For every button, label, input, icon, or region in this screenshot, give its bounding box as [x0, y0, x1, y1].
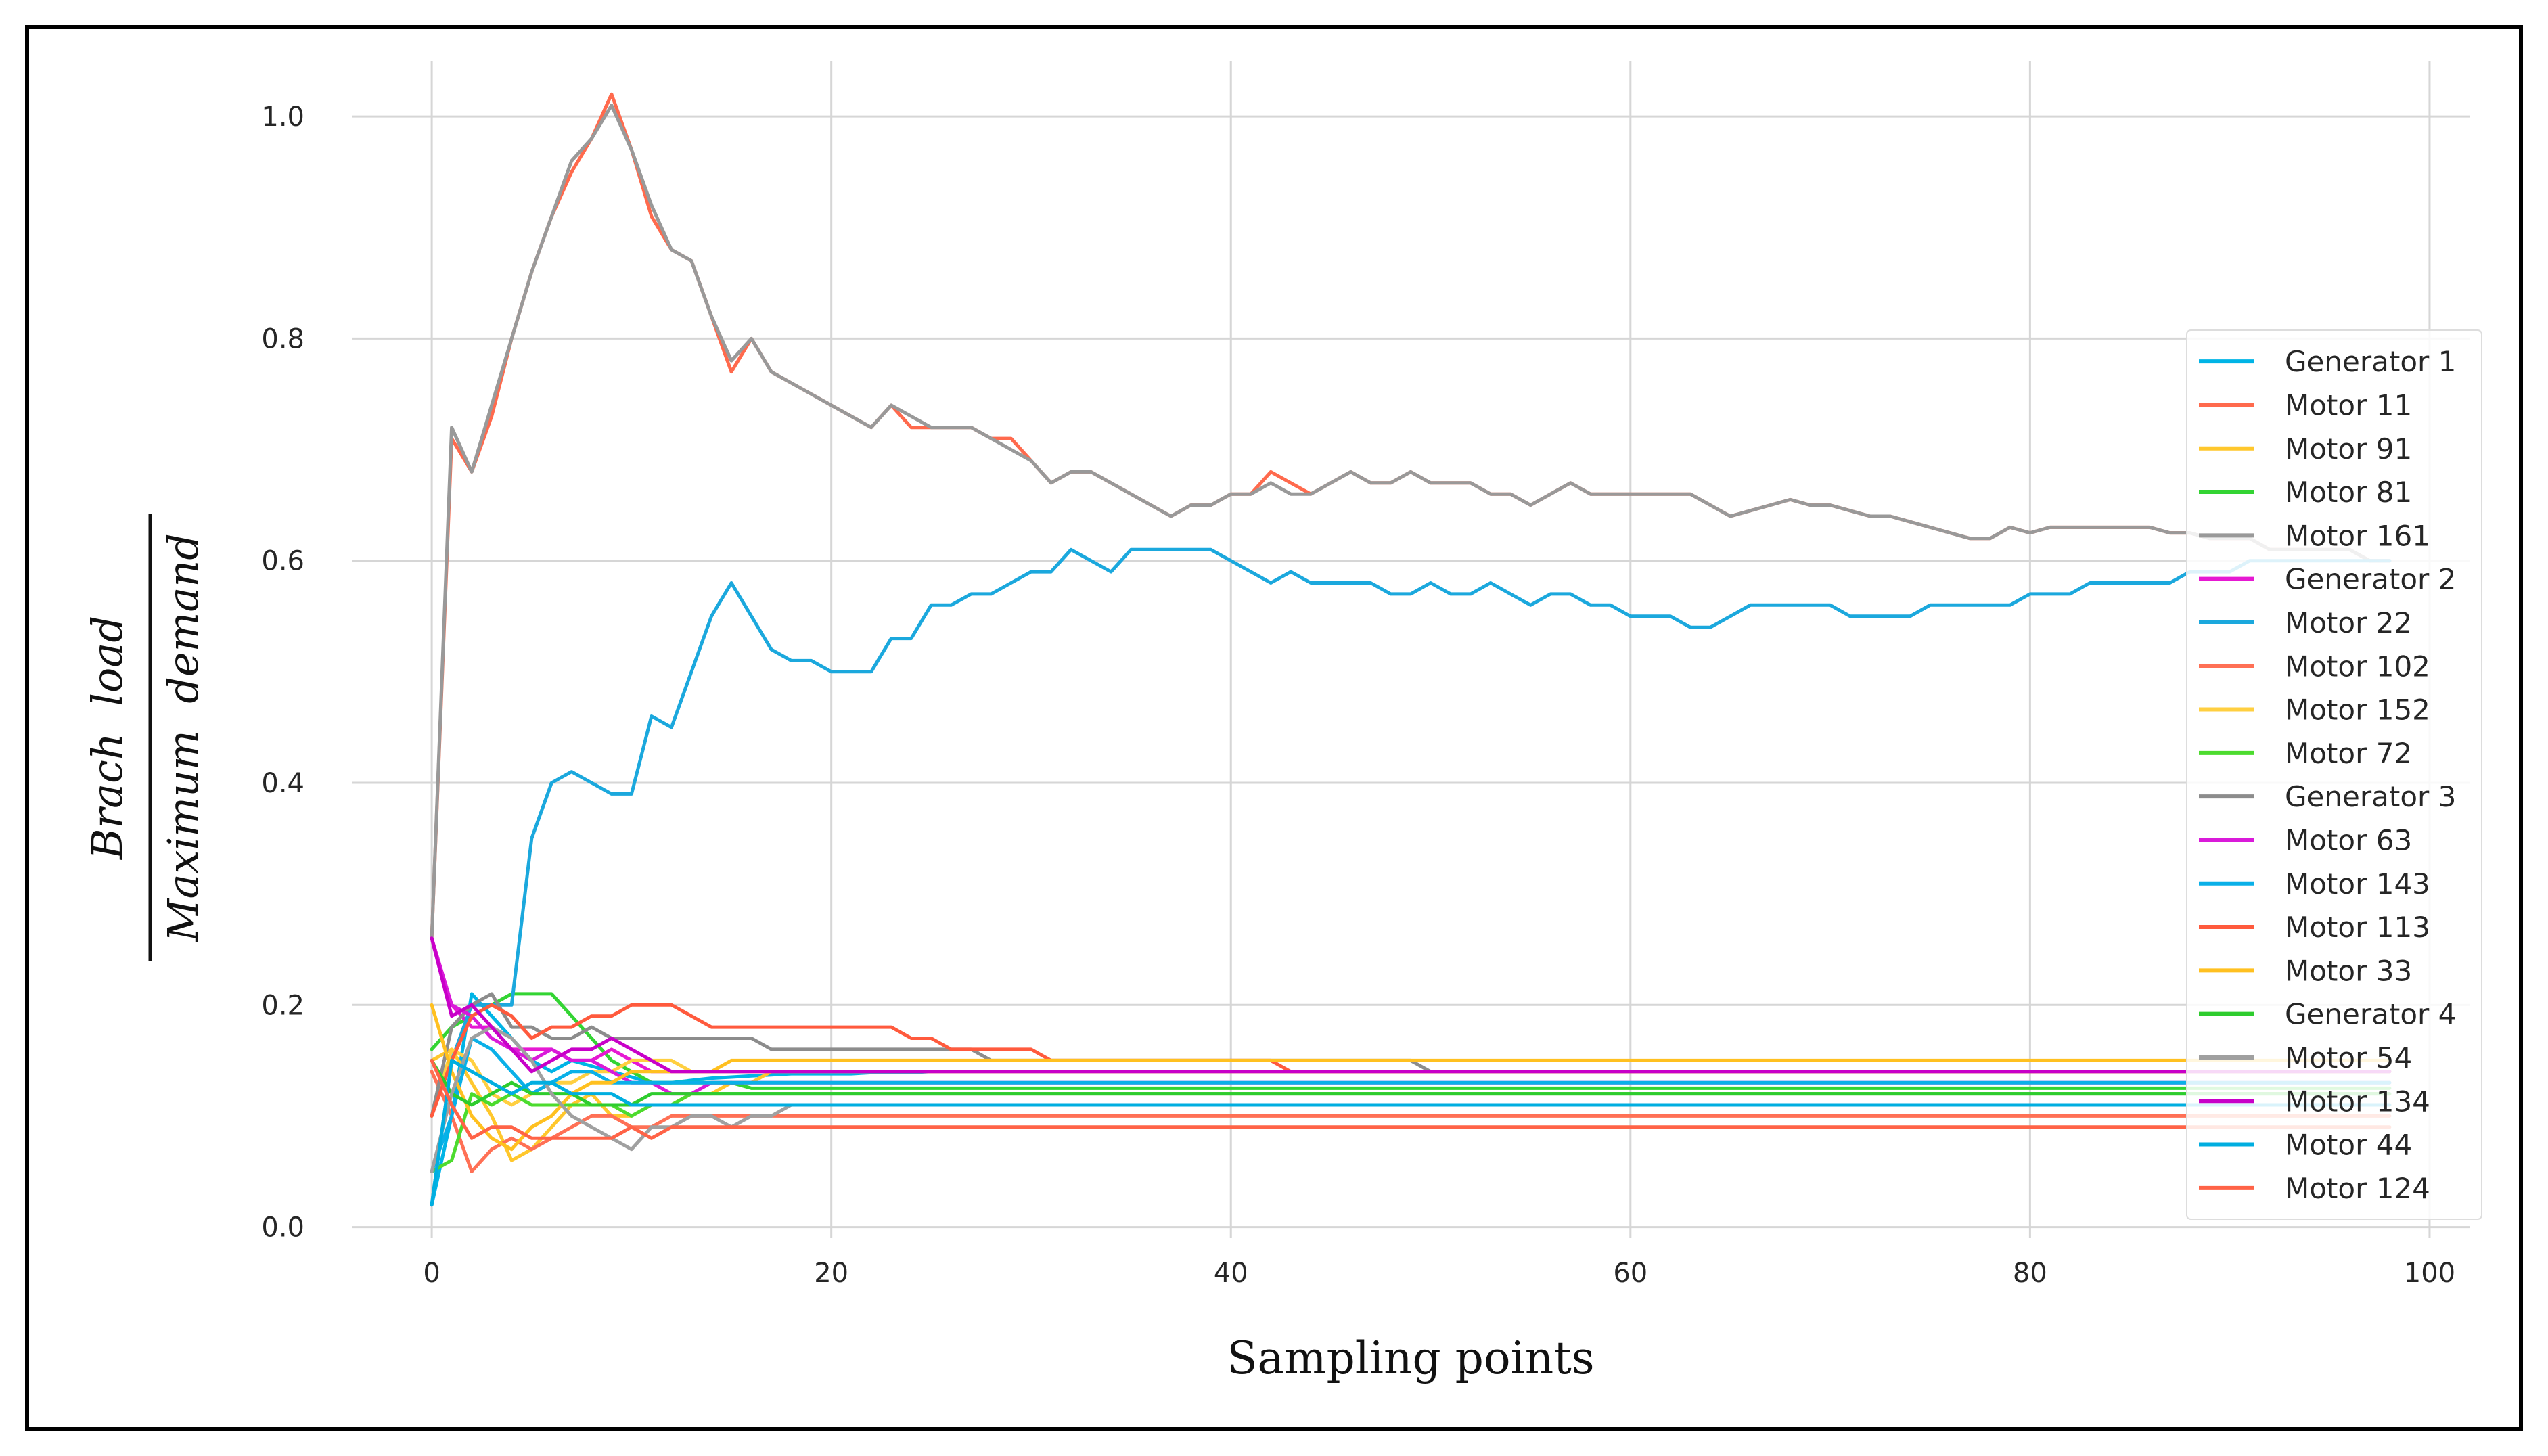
series-line-motor-161: [430, 104, 2392, 940]
legend-label: Motor 143: [2285, 867, 2430, 901]
legend-label: Motor 134: [2285, 1085, 2430, 1118]
x-tick-label: 80: [2013, 1258, 2047, 1289]
tick-labels: 0 20 40 60 80 100 0.0 0.2 0.4 0.6 0.8 1.0: [261, 101, 2455, 1289]
series-line-motor-33: [430, 1003, 2392, 1152]
legend-label: Generator 3: [2285, 780, 2456, 813]
series-line-motor-134: [430, 936, 2392, 1074]
series-line-motor-143: [430, 1037, 2392, 1173]
legend-label: Motor 22: [2285, 606, 2412, 639]
legend-label: Motor 11: [2285, 388, 2412, 422]
x-tick-label: 100: [2404, 1258, 2455, 1289]
legend-label: Motor 124: [2285, 1172, 2430, 1205]
legend-label: Generator 1: [2285, 345, 2456, 378]
x-tick-label: 20: [814, 1258, 848, 1289]
y-axis-label: Brach load Maximum demand: [83, 514, 208, 961]
series-lines: [430, 92, 2392, 1207]
legend-label: Motor 81: [2285, 476, 2412, 509]
legend-label: Motor 152: [2285, 693, 2430, 727]
x-tick-label: 0: [423, 1258, 440, 1289]
legend-label: Motor 161: [2285, 519, 2430, 552]
legend-label: Motor 63: [2285, 823, 2412, 857]
legend-label: Motor 44: [2285, 1129, 2412, 1162]
x-tick-label: 60: [1613, 1258, 1647, 1289]
legend-label: Motor 102: [2285, 650, 2430, 683]
legend-label: Motor 113: [2285, 911, 2430, 944]
legend-label: Motor 91: [2285, 432, 2412, 465]
legend-label: Generator 4: [2285, 998, 2456, 1031]
y-tick-label: 0.2: [261, 990, 304, 1021]
x-axis-label: Sampling points: [1227, 1332, 1594, 1384]
legend-label: Motor 33: [2285, 954, 2412, 987]
y-tick-label: 0.4: [261, 768, 304, 799]
y-tick-label: 1.0: [261, 101, 304, 133]
y-axis-label-denominator: Maximum demand: [158, 533, 208, 942]
y-tick-label: 0.8: [261, 323, 304, 355]
legend-box: [2186, 329, 2482, 1220]
series-line-motor-81: [430, 992, 2392, 1090]
legend-label: Motor 72: [2285, 737, 2412, 770]
series-line-motor-22: [430, 547, 2392, 1207]
series-line-motor-44: [430, 1058, 2392, 1207]
legend-label: Motor 54: [2285, 1041, 2412, 1074]
series-line-motor-124: [430, 1058, 2392, 1140]
series-line-generator-4: [430, 1058, 2392, 1107]
y-tick-label: 0.6: [261, 546, 304, 577]
y-tick-label: 0.0: [261, 1212, 304, 1244]
x-tick-label: 40: [1214, 1258, 1248, 1289]
figure-border: [25, 25, 2523, 1431]
y-axis-label-numerator: Brach load: [83, 616, 132, 860]
legend: Generator 1 Motor 11 Motor 91 Motor 81 Motor…: [2186, 329, 2482, 1220]
legend-label: Generator 2: [2285, 563, 2456, 596]
